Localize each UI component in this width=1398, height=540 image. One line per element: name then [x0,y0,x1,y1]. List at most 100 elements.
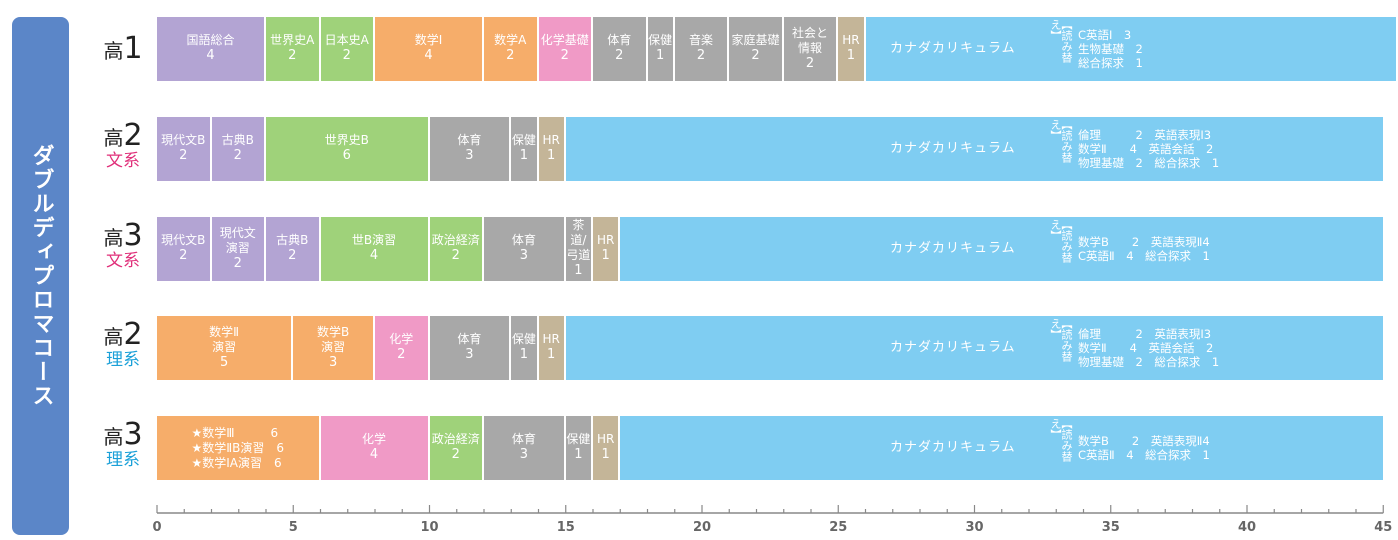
subject-credits: 3 [519,447,528,463]
grade-label: 高3 [88,420,158,450]
subject-credits: 1 [601,248,610,264]
canada-curriculum-block: カナダカリキュラム [565,117,1384,181]
axis-tick-label: 10 [420,520,439,535]
row-label: 高2 理系 [88,320,158,369]
subject-name: 保健 [511,133,536,148]
subject-cell: 化学 4 [320,416,430,480]
subject-name: 体育 [607,33,632,48]
yomikae-label: 【読み替え】 [1049,418,1073,462]
grade-prefix: 高 [103,126,124,150]
subject-text: 体育 3 [457,133,481,164]
subject-name: 茶道/ 弓道 [566,218,591,263]
subject-cell: HR 1 [838,17,866,81]
subject-text: HR 1 [542,332,559,363]
subject-credits: 2 [506,48,515,64]
subject-text: 古典B 2 [276,233,308,264]
subject-name: HR [596,432,615,447]
subject-text: 日本史A 2 [325,33,369,64]
course-title-banner: ダブルディプロマコース [12,17,69,535]
subject-name: 社会と 情報 [791,25,828,55]
track-label: 理系 [106,450,140,470]
subject-credits: 1 [601,447,610,463]
subject-text: 茶道/ 弓道 1 [566,218,591,279]
subject-cell: 保健 1 [647,17,675,81]
row-label: 高3 理系 [88,420,158,469]
subject-name: ★数学Ⅲ 6 ★数学ⅡB演習 6 ★数学ⅠA演習 6 [191,425,285,470]
subject-cell: 日本史A 2 [320,17,375,81]
axis-tick-label: 5 [288,520,298,535]
subject-text: 古典B 2 [222,133,254,164]
grade-prefix: 高 [103,325,124,349]
subject-name: 化学基礎 [540,33,589,48]
subject-text: 保健 1 [512,332,536,363]
subject-text: 体育 3 [457,332,481,363]
subject-credits: 1 [574,263,583,279]
row-label: 高2 文系 [88,121,158,170]
subject-text: 世界史A 2 [270,33,314,64]
subject-cell: 政治経済 2 [429,416,484,480]
subject-name: HR [842,33,860,48]
subject-cell: 数学B 演習 3 [293,316,375,380]
subject-credits: 2 [342,48,351,64]
canada-curriculum-label: カナダカリキュラム [890,40,1016,56]
subject-name: 保健 [648,33,673,48]
subject-cell: 数学A 2 [484,17,539,81]
substitution-notes: 倫理 2 英語表現Ⅰ3 数学Ⅱ 4 英語会話 2 物理基礎 2 総合探求 1 [1078,327,1220,370]
subject-credits: 3 [465,148,474,164]
subject-credits: 2 [233,148,242,164]
subject-text: 体育 3 [512,233,536,264]
canada-curriculum-label: カナダカリキュラム [890,339,1016,355]
subject-credits: 6 [342,148,351,164]
track-label: 理系 [106,350,140,370]
subject-cell: 現代文B 2 [157,217,212,281]
yomikae-label: 【読み替え】 [1049,19,1073,63]
subject-credits: 2 [179,148,188,164]
axis-tick-label: 25 [829,520,848,535]
subject-name: 体育 [457,133,482,148]
subject-text: ★数学Ⅲ 6 ★数学ⅡB演習 6 ★数学ⅠA演習 6 [191,426,284,471]
subject-cell: 家庭基礎 2 [729,17,784,81]
subject-text: 社会と 情報 2 [792,26,828,72]
subject-name: HR [542,133,560,148]
subject-credits: 2 [397,347,406,363]
subject-cell: 数学Ⅰ 4 [375,17,484,81]
subject-cell: HR 1 [593,217,621,281]
subject-text: 数学A 2 [494,33,526,64]
subject-credits: 2 [805,55,815,71]
axis-tick-label: 35 [1101,520,1120,535]
substitution-notes: 数学B 2 英語表現Ⅱ4 C英語Ⅱ 4 総合探求 1 [1078,434,1210,463]
subject-text: 世B演習 4 [352,233,396,264]
subject-credits: 4 [206,48,215,64]
axis-tick-label: 15 [556,520,575,535]
subject-name: 日本史A [324,33,369,48]
substitution-notes: 数学B 2 英語表現Ⅱ4 C英語Ⅱ 4 総合探求 1 [1078,235,1210,264]
subject-name: 家庭基礎 [731,33,780,48]
subject-text: 現代文B 2 [161,233,205,264]
grade-label: 高3 [88,221,158,251]
subject-name: 古典B [276,233,309,248]
substitution-notes: C英語Ⅰ 3 生物基礎 2 総合探求 1 [1078,28,1143,71]
subject-cell: 世界史A 2 [266,17,321,81]
subject-credits: 1 [546,347,556,363]
yomikae-label: 【読み替え】 [1049,119,1073,163]
track-label: 文系 [106,151,140,171]
canada-curriculum-block: カナダカリキュラム [565,316,1384,380]
subject-credits: 1 [519,148,528,164]
subject-name: 世界史A [270,33,315,48]
grade-number: 2 [123,317,143,352]
subject-name: 体育 [511,233,536,248]
yomikae-label: 【読み替え】 [1049,318,1073,362]
subject-text: 保健 1 [512,133,536,164]
subject-text: 数学Ⅱ 演習 5 [209,325,239,371]
subject-credits: 2 [451,447,460,463]
subject-cell: HR 1 [538,117,566,181]
subject-credits: 2 [179,248,188,264]
track-label: 文系 [106,251,140,271]
subject-text: 数学Ⅰ 4 [415,33,443,64]
subject-cell: 音楽 2 [674,17,730,81]
subject-cell: 体育 3 [484,416,566,480]
subject-text: 保健 1 [566,432,590,463]
axis-tick-label: 30 [965,520,984,535]
subject-cell: 古典B 2 [266,217,321,281]
subject-name: 音楽 [688,33,713,48]
